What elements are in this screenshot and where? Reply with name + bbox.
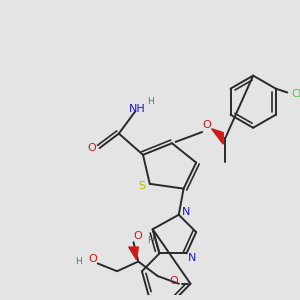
Text: S: S: [139, 181, 145, 191]
Polygon shape: [212, 129, 223, 144]
Text: O: O: [87, 143, 96, 153]
Text: O: O: [133, 231, 142, 242]
Text: N: N: [188, 253, 196, 263]
Text: H: H: [147, 97, 154, 106]
Text: O: O: [202, 120, 211, 130]
Text: Cl: Cl: [292, 89, 300, 99]
Text: O: O: [170, 276, 178, 286]
Text: NH: NH: [129, 104, 146, 114]
Text: H: H: [75, 257, 82, 266]
Text: N: N: [182, 207, 191, 217]
Polygon shape: [129, 247, 138, 260]
Text: O: O: [88, 254, 97, 264]
Text: H: H: [148, 236, 154, 245]
